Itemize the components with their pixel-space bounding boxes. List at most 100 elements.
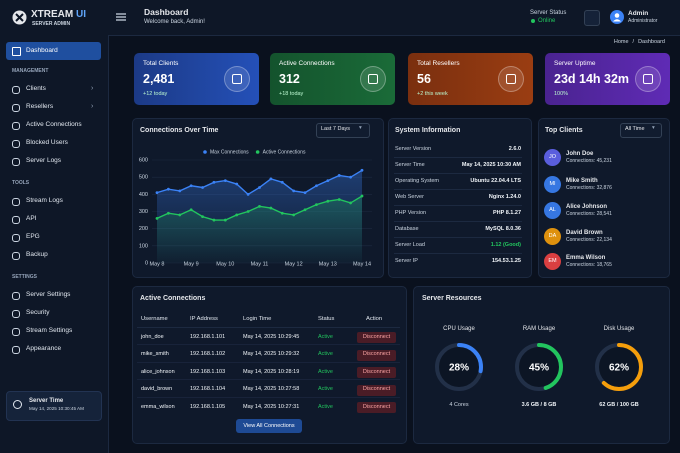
nav-item[interactable]: Security [26,308,50,316]
table-cell: May 14, 2025 10:28:19 [243,368,300,375]
nav-item[interactable]: Stream Logs [26,196,63,204]
page-title: Dashboard [144,7,189,17]
nav-item[interactable]: Server Logs [26,156,62,164]
view-all-button[interactable] [236,419,302,433]
nav-icon [12,85,20,94]
nav-icon [12,121,20,130]
info-divider [394,221,522,222]
server-time-box [6,391,102,421]
nav-item-active[interactable] [6,42,101,60]
clients-filter-caret: ▾ [652,125,655,131]
top-clients-panel [538,118,670,278]
info-value: Nginx 1.24.0 [488,194,521,200]
disconnect-button[interactable] [357,332,396,343]
resource-name: Disk Usage [603,326,635,332]
breadcrumb-part: Dashboard [638,39,665,45]
menu-button[interactable] [116,12,126,22]
x-tick-label: May 11 [251,261,269,267]
client-name: Emma Wilson [566,255,606,261]
table-cell: 192.168.1.102 [190,351,226,357]
chart-filter[interactable] [316,123,370,138]
nav-section-title: MANAGEMENT [12,68,49,74]
nav-icon [12,233,20,242]
series-point [223,218,227,222]
series-point [280,211,284,215]
series-point [315,184,318,188]
disconnect-button[interactable] [357,367,396,378]
table-cell: 192.168.1.103 [190,368,226,375]
info-label: Database [395,226,419,232]
table-cell: mike_smith [141,351,169,357]
table-cell: john_doe [141,333,164,340]
client-name: Alice Johnson [566,204,608,210]
series-point [303,208,307,212]
client-initials: MI [549,180,556,187]
y-tick-label: 400 [139,192,148,198]
calendar-button[interactable] [584,10,600,26]
disconnect-label: Disconnect [362,386,391,392]
nav-item[interactable]: EPG [26,232,40,240]
nav-item[interactable]: Active Connections [26,120,82,128]
client-connections: Connections: 18,765 [566,262,612,268]
table-cell: emma_wilson [141,403,175,410]
table-cell: May 14, 2025 10:29:45 [243,333,300,340]
series-point [303,191,307,195]
disconnect-button[interactable] [357,402,396,413]
disconnect-button[interactable] [357,384,396,396]
resource-detail: 4 Cores [449,402,469,408]
disconnect-label: Disconnect [362,368,391,375]
info-label: Operating System [395,178,440,184]
y-tick-label: 200 [139,226,148,232]
gauge-value: 45% [529,363,549,374]
brand-accent: UI [76,9,87,20]
page-subtitle: Welcome back, Admin! [144,19,205,25]
status-label: Server Status [530,10,567,16]
info-divider [394,157,522,158]
logo-icon [12,10,27,25]
disconnect-button[interactable] [357,349,396,361]
nav-item[interactable]: Backup [26,250,48,258]
clients-filter[interactable] [620,123,662,138]
disconnect-label: Disconnect [362,333,391,340]
row-divider [137,379,400,380]
legend-swatch [203,150,207,154]
table-cell: david_brown [141,386,173,392]
client-connections: Connections: 45,231 [566,158,612,164]
table-cell: alice_johnson [141,368,175,375]
nav-icon [12,197,20,206]
info-value: 2.6.0 [508,146,521,152]
y-tick-label: 0 [145,260,148,266]
series-point [155,191,159,195]
status-value: Online [538,18,556,24]
panel-title: Top Clients [545,127,583,134]
series-point [166,211,170,215]
nav-item[interactable]: Blocked Users [26,138,68,146]
info-value: 154.53.1.25 [491,258,521,264]
table-header: Login Time [243,316,272,322]
table-cell: May 14, 2025 10:27:31 [243,403,300,410]
stat-value: 312 [279,72,300,86]
nav-item[interactable]: Clients [26,84,46,92]
nav-item[interactable]: Resellers [26,102,54,110]
chart-filter-caret: ▾ [359,125,362,131]
nav-item[interactable]: Server Settings [26,290,71,298]
stat-icon [360,66,386,92]
series-point [189,208,193,212]
client-initials: EM [548,257,557,264]
breadcrumb-part[interactable]: Home [613,39,629,45]
stat-icon [498,66,524,92]
info-divider [394,237,522,238]
nav-item[interactable]: API [26,214,37,222]
user-avatar[interactable] [610,10,624,24]
nav-item[interactable]: Appearance [26,344,62,352]
client-initials: JO [548,153,557,160]
resource-name: CPU Usage [443,326,475,332]
status-badge: Active [318,333,333,340]
series-point [269,206,273,210]
info-label: Server IP [395,258,418,264]
series-point [201,215,204,219]
nav-item[interactable]: Stream Settings [26,326,73,334]
info-divider [394,173,522,174]
panel-title: Server Resources [422,295,482,302]
